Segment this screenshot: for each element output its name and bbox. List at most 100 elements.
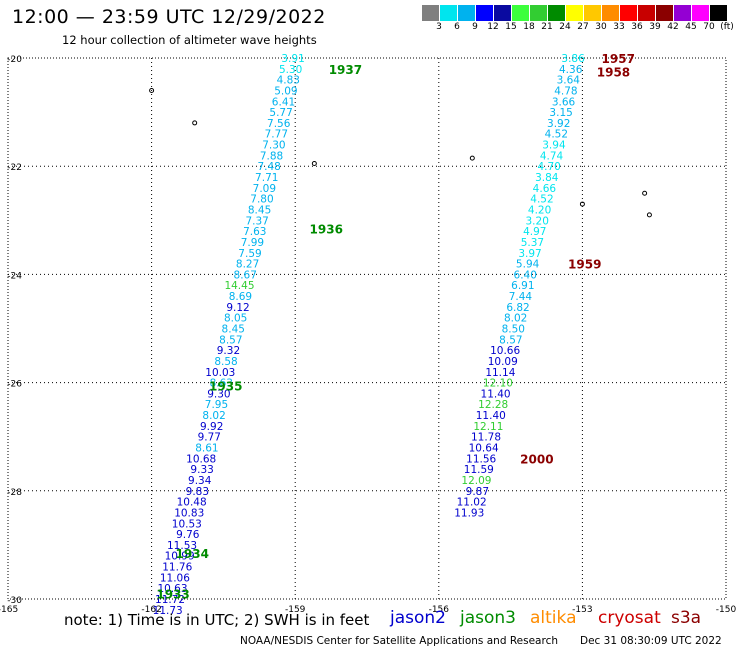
wave-height-value: 9.12	[226, 302, 249, 314]
wave-height-value: 4.97	[523, 226, 546, 238]
color-swatch	[584, 5, 601, 21]
x-tick-label: -159	[285, 605, 306, 615]
color-scale-tick: 15	[505, 22, 517, 32]
wave-height-value: 3.20	[526, 215, 549, 227]
wave-height-value: 11.78	[471, 432, 501, 444]
island-marker	[149, 87, 155, 93]
color-scale-tick: 39	[649, 22, 661, 32]
wave-height-value: 7.95	[205, 399, 228, 411]
wave-height-value: 4.20	[528, 204, 551, 216]
wave-height-value: 9.30	[207, 388, 230, 400]
island-marker	[642, 190, 648, 196]
wave-height-value: 12.10	[483, 378, 513, 390]
color-scale-tick: 70	[703, 22, 715, 32]
color-swatch	[674, 5, 691, 21]
wave-height-value: 11.53	[167, 540, 197, 552]
color-scale-tick: 27	[577, 22, 589, 32]
wave-height-value: 8.58	[214, 356, 237, 368]
wave-height-value: 4.52	[530, 194, 553, 206]
color-swatch	[566, 5, 583, 21]
wave-height-value: 4.52	[545, 129, 568, 141]
wave-height-value: 8.45	[248, 204, 271, 216]
wave-height-value: 5.30	[279, 64, 302, 76]
wave-height-value: 10.63	[157, 583, 187, 595]
wave-height-value: 7.80	[250, 194, 273, 206]
wave-height-value: 10.48	[177, 497, 207, 509]
wave-height-value: 8.57	[499, 334, 522, 346]
wave-height-value: 9.32	[217, 345, 240, 357]
color-scale-tick: 12	[487, 22, 499, 32]
x-tick-label: -156	[429, 605, 450, 615]
island-marker	[311, 160, 317, 166]
wave-height-value: 4.66	[533, 183, 557, 195]
wave-height-value: 4.74	[540, 150, 564, 162]
color-scale-tick: 30	[595, 22, 607, 32]
legend-cryosat: cryosat	[598, 608, 661, 628]
color-swatch	[656, 5, 673, 21]
footer-timestamp: Dec 31 08:30:09 UTC 2022	[580, 635, 722, 647]
wave-height-value: 4.36	[559, 64, 583, 76]
y-tick-label: -28	[7, 488, 22, 498]
color-scale-tick: 45	[685, 22, 697, 32]
wave-height-value: 7.37	[245, 215, 268, 227]
wave-height-value: 6.91	[511, 280, 534, 292]
color-swatch	[548, 5, 565, 21]
wave-height-value: 8.57	[219, 334, 242, 346]
color-swatch	[602, 5, 619, 21]
wave-height-value: 9.87	[466, 486, 489, 498]
wave-height-value: 6.41	[272, 96, 295, 108]
pass-time-label: 1937	[329, 63, 362, 77]
wave-height-value: 11.14	[485, 367, 515, 379]
wave-height-value: 6.40	[514, 269, 537, 281]
pass-time-label: 1936	[310, 222, 343, 236]
wave-height-value: 7.71	[255, 172, 278, 184]
wave-height-value: 8.61	[195, 443, 218, 455]
wave-height-value: 6.82	[506, 302, 529, 314]
legend-jason3: jason3	[460, 608, 516, 628]
wave-height-value: 5.37	[521, 237, 544, 249]
footer-credit: NOAA/NESDIS Center for Satellite Applica…	[240, 635, 558, 647]
wave-height-value: 9.34	[188, 475, 212, 487]
wave-height-value: 9.92	[200, 421, 223, 433]
pass-time-label: 1933	[156, 588, 189, 602]
color-swatch	[422, 5, 439, 21]
wave-height-value: 11.73	[153, 605, 183, 617]
wave-height-value: 8.63	[210, 378, 233, 390]
wave-height-value: 8.50	[502, 324, 525, 336]
wave-height-value: 12.11	[473, 421, 503, 433]
wave-height-value: 9.83	[186, 486, 209, 498]
wave-height-value: 11.40	[481, 388, 511, 400]
wave-height-value: 3.66	[552, 96, 576, 108]
wave-height-value: 3.97	[518, 248, 541, 260]
wave-height-value: 3.15	[549, 107, 572, 119]
wave-height-value: 8.67	[234, 269, 257, 281]
wave-height-value: 11.40	[476, 410, 506, 422]
color-swatch	[494, 5, 511, 21]
color-swatch	[512, 5, 529, 21]
wave-height-value: 10.64	[469, 443, 499, 455]
pass-time-label: 1958	[597, 66, 630, 80]
wave-height-value: 7.44	[509, 291, 533, 303]
wave-height-value: 7.99	[241, 237, 264, 249]
x-tick-label: -153	[572, 605, 592, 615]
wave-height-value: 3.64	[557, 75, 581, 87]
wave-height-value: 8.27	[236, 259, 259, 271]
wave-height-value: 7.59	[238, 248, 261, 260]
wave-height-value: 7.63	[243, 226, 266, 238]
island-marker	[579, 201, 585, 207]
wave-height-value: 12.09	[461, 475, 491, 487]
wave-height-value: 3.86	[561, 53, 585, 65]
pass-time-label: 1934	[176, 547, 209, 561]
wave-height-value: 3.94	[542, 140, 566, 152]
wave-height-value: 11.76	[162, 562, 192, 574]
wave-height-value: 5.94	[516, 259, 540, 271]
wave-height-value: 11.59	[464, 464, 494, 476]
island-marker	[192, 120, 198, 126]
wave-height-value: 10.83	[174, 507, 204, 519]
color-scale-tick: 36	[631, 22, 643, 32]
wave-height-value: 7.09	[253, 183, 276, 195]
plot-frame	[7, 57, 727, 600]
color-scale-tick: 6	[454, 22, 460, 32]
wave-height-value: 11.56	[466, 453, 496, 465]
